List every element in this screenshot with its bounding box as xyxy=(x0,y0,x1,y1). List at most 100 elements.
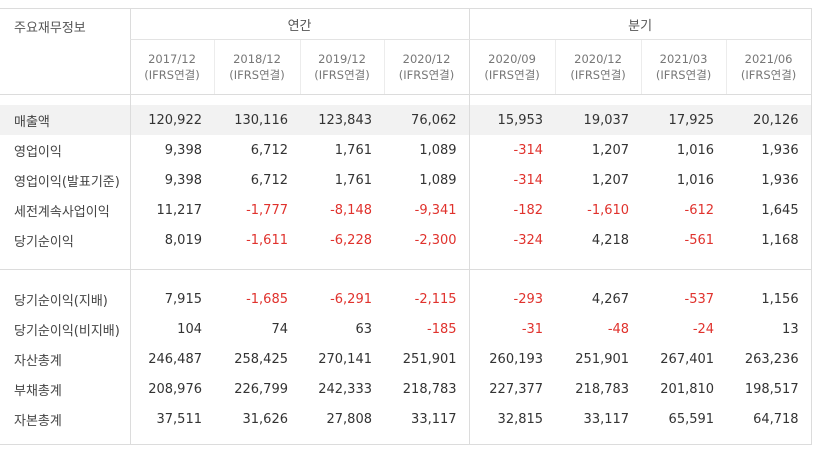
value-cell: 201,810 xyxy=(660,381,715,397)
value-cell: 13 xyxy=(726,314,812,344)
value-cell: -1,610 xyxy=(587,202,630,218)
value-cell: -6,228 xyxy=(330,232,372,248)
row-separator xyxy=(0,269,812,284)
value-cell: 1,761 xyxy=(334,172,372,188)
group-header-quarterly: 분기 xyxy=(468,8,812,40)
period-basis: (IFRS연결) xyxy=(398,68,455,82)
period-header: 2017/12 (IFRS연결) xyxy=(129,39,214,95)
row-label: 자산총계 xyxy=(14,353,62,369)
value-cell: 4,267 xyxy=(591,291,630,307)
period-header: 2021/06 (IFRS연결) xyxy=(725,39,812,95)
value-cell: -1,685 xyxy=(246,291,288,307)
financial-table: 주요재무정보 연간 분기 2017/12 (IFRS연결) 2018/12 (IFRS… xyxy=(0,8,812,445)
period-basis: (IFRS연결) xyxy=(144,68,200,82)
row-label: 부채총계 xyxy=(14,383,62,399)
period-basis: (IFRS연결) xyxy=(484,68,540,82)
row-label: 영업이익(발표기준) xyxy=(14,174,120,190)
value-cell: -1,611 xyxy=(246,232,288,248)
period-date: 2021/06 xyxy=(744,52,793,66)
value-cell: 218,783 xyxy=(575,381,630,397)
period-date: 2020/09 xyxy=(488,52,536,66)
value-cell: -324 xyxy=(468,225,556,255)
period-header: 2021/03 (IFRS연결) xyxy=(640,39,727,95)
value-cell: -314 xyxy=(468,135,556,165)
row-label: 세전계속사업이익 xyxy=(14,204,110,220)
value-cell: 1,168 xyxy=(726,225,812,255)
row-label: 영업이익 xyxy=(14,144,62,160)
value-cell: 227,377 xyxy=(468,374,556,404)
period-basis: (IFRS연결) xyxy=(655,68,712,82)
value-cell: 11,217 xyxy=(129,195,214,225)
table-row: 영업이익(발표기준) 9,398 6,712 1,761 1,089 -314 1,207 1… xyxy=(0,165,812,195)
table-row: 매출액 120,922 130,116 123,843 76,062 15,953 19,0… xyxy=(0,105,812,135)
period-date: 2020/12 xyxy=(574,52,622,66)
period-header: 2020/12 (IFRS연결) xyxy=(554,39,642,95)
period-header: 2019/12 (IFRS연결) xyxy=(299,39,384,95)
value-cell: 33,117 xyxy=(583,411,630,427)
value-cell: 74 xyxy=(271,321,288,337)
value-cell: 1,089 xyxy=(419,142,457,158)
value-cell: -293 xyxy=(468,284,556,314)
value-cell: -2,300 xyxy=(414,232,457,248)
value-cell: 267,401 xyxy=(660,351,715,367)
row-label: 자본총계 xyxy=(14,413,62,429)
period-header: 2020/12 (IFRS연결) xyxy=(383,39,470,95)
row-separator xyxy=(0,255,812,270)
value-cell: -48 xyxy=(607,321,630,337)
period-basis: (IFRS연결) xyxy=(570,68,626,82)
value-cell: 15,953 xyxy=(468,105,556,135)
period-header: 2018/12 (IFRS연결) xyxy=(213,39,300,95)
value-cell: 19,037 xyxy=(555,105,642,135)
value-cell: 1,207 xyxy=(591,172,630,188)
period-date: 2018/12 xyxy=(233,52,281,66)
value-cell: 4,218 xyxy=(591,232,630,248)
value-cell: -8,148 xyxy=(330,202,372,218)
value-cell: -314 xyxy=(468,165,556,195)
value-cell: 1,936 xyxy=(726,165,812,195)
value-cell: 32,815 xyxy=(468,404,556,434)
value-cell: 1,016 xyxy=(676,172,715,188)
value-cell: 20,126 xyxy=(726,105,812,135)
value-cell: 226,799 xyxy=(234,381,288,397)
value-cell: 123,843 xyxy=(300,105,384,135)
table-row: 당기순이익(비지배) 104 74 63 -185 -31 -48 -24 13 xyxy=(0,314,812,344)
group-header-annual: 연간 xyxy=(129,8,470,40)
value-cell: 6,712 xyxy=(250,142,288,158)
value-cell: 263,236 xyxy=(726,344,812,374)
value-cell: 6,712 xyxy=(250,172,288,188)
row-separator xyxy=(0,94,812,105)
value-cell: -2,115 xyxy=(414,291,457,307)
value-cell: 208,976 xyxy=(129,374,214,404)
period-header-row: 2017/12 (IFRS연결) 2018/12 (IFRS연결) 2019/12 (IF… xyxy=(0,39,812,95)
table-row: 당기순이익 8,019 -1,611 -6,228 -2,300 -324 4,218 -56… xyxy=(0,225,812,255)
period-date: 2021/03 xyxy=(659,52,708,66)
value-cell: 242,333 xyxy=(318,381,372,397)
value-cell: -612 xyxy=(684,202,715,218)
value-cell: 65,591 xyxy=(668,411,715,427)
value-cell: 1,156 xyxy=(726,284,812,314)
table-row: 당기순이익(지배) 7,915 -1,685 -6,291 -2,115 -293 4,26… xyxy=(0,284,812,314)
value-cell: 31,626 xyxy=(242,411,289,427)
value-cell: 104 xyxy=(129,314,214,344)
value-cell: -9,341 xyxy=(414,202,457,218)
table-row: 자본총계 37,511 31,626 27,808 33,117 32,815 33,117… xyxy=(0,404,812,434)
value-cell: -24 xyxy=(692,321,715,337)
row-separator xyxy=(0,434,812,445)
value-cell: 33,117 xyxy=(411,411,457,427)
period-basis: (IFRS연결) xyxy=(314,68,370,82)
value-cell: 246,487 xyxy=(129,344,214,374)
period-basis: (IFRS연결) xyxy=(740,68,797,82)
period-date: 2020/12 xyxy=(402,52,451,66)
value-cell: -182 xyxy=(468,195,556,225)
period-header: 2020/09 (IFRS연결) xyxy=(468,39,556,95)
value-cell: 37,511 xyxy=(129,404,214,434)
value-cell: 8,019 xyxy=(129,225,214,255)
value-cell: 64,718 xyxy=(726,404,812,434)
row-label: 당기순이익(비지배) xyxy=(14,323,120,339)
label-header: 주요재무정보 xyxy=(0,8,130,95)
period-basis: (IFRS연결) xyxy=(229,68,285,82)
period-date: 2017/12 xyxy=(148,52,196,66)
value-cell: 1,761 xyxy=(334,142,372,158)
value-cell: 1,645 xyxy=(726,195,812,225)
